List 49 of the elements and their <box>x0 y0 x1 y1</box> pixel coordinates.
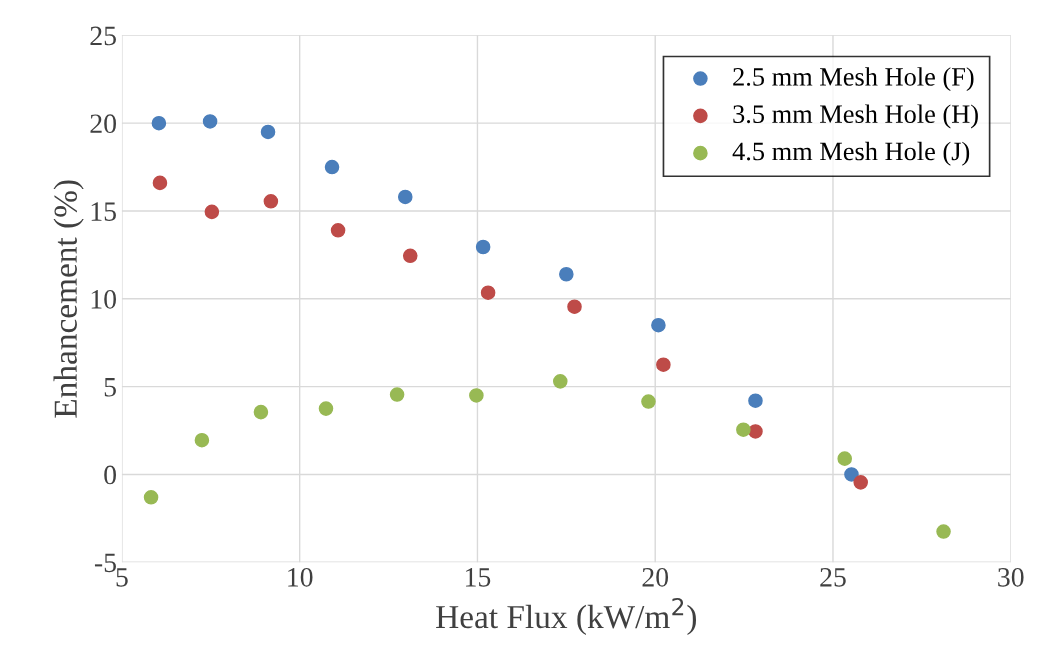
x-tick-label: 10 <box>288 567 313 587</box>
point <box>263 194 279 209</box>
point <box>936 524 951 539</box>
y-axis-title: Enhancement (%) <box>53 180 84 418</box>
point <box>402 248 418 264</box>
point <box>844 467 859 482</box>
y-tick-label: 15 <box>91 202 116 221</box>
point <box>553 374 568 389</box>
point <box>480 285 496 300</box>
x-tick-label: 30 <box>998 567 1024 587</box>
point <box>748 424 763 439</box>
legend-label: 3.5 mm Mesh Hole (H) <box>733 104 978 129</box>
point <box>651 317 666 333</box>
x-tick-label: 25 <box>820 568 846 587</box>
point <box>194 432 210 448</box>
point <box>475 239 491 255</box>
y-tick-label: 25 <box>90 26 116 46</box>
point <box>559 266 574 282</box>
point <box>324 159 340 175</box>
point <box>748 393 763 408</box>
point <box>641 394 656 409</box>
y-tick-label: 20 <box>90 114 116 134</box>
x-tick-label: 5 <box>116 568 128 587</box>
point <box>656 357 671 372</box>
point <box>253 404 269 420</box>
x-tick-label: 20 <box>642 567 669 587</box>
point <box>318 401 334 416</box>
x-axis-title: Heat Flux (kW/m$^{2}$) <box>436 597 697 636</box>
point <box>204 204 220 220</box>
y-tick-label: 10 <box>91 289 116 309</box>
point <box>260 124 276 140</box>
point <box>853 475 868 490</box>
point <box>389 387 405 402</box>
point <box>151 115 167 131</box>
point <box>202 114 218 129</box>
point <box>736 422 751 437</box>
point <box>330 223 346 238</box>
point <box>143 490 159 505</box>
legend-label: 4.5 mm Mesh Hole (J) <box>732 141 970 166</box>
x-tick-label: 15 <box>466 568 491 587</box>
y-tick-label: 0 <box>104 465 116 485</box>
y-tick-label: 5 <box>104 378 116 397</box>
y-tick-label: -5 <box>94 553 116 573</box>
point <box>837 451 852 466</box>
point <box>567 299 582 315</box>
point <box>469 388 484 403</box>
legend-label: 2.5 mm Mesh Hole (F) <box>733 67 974 92</box>
point <box>397 189 413 205</box>
point <box>152 175 168 191</box>
